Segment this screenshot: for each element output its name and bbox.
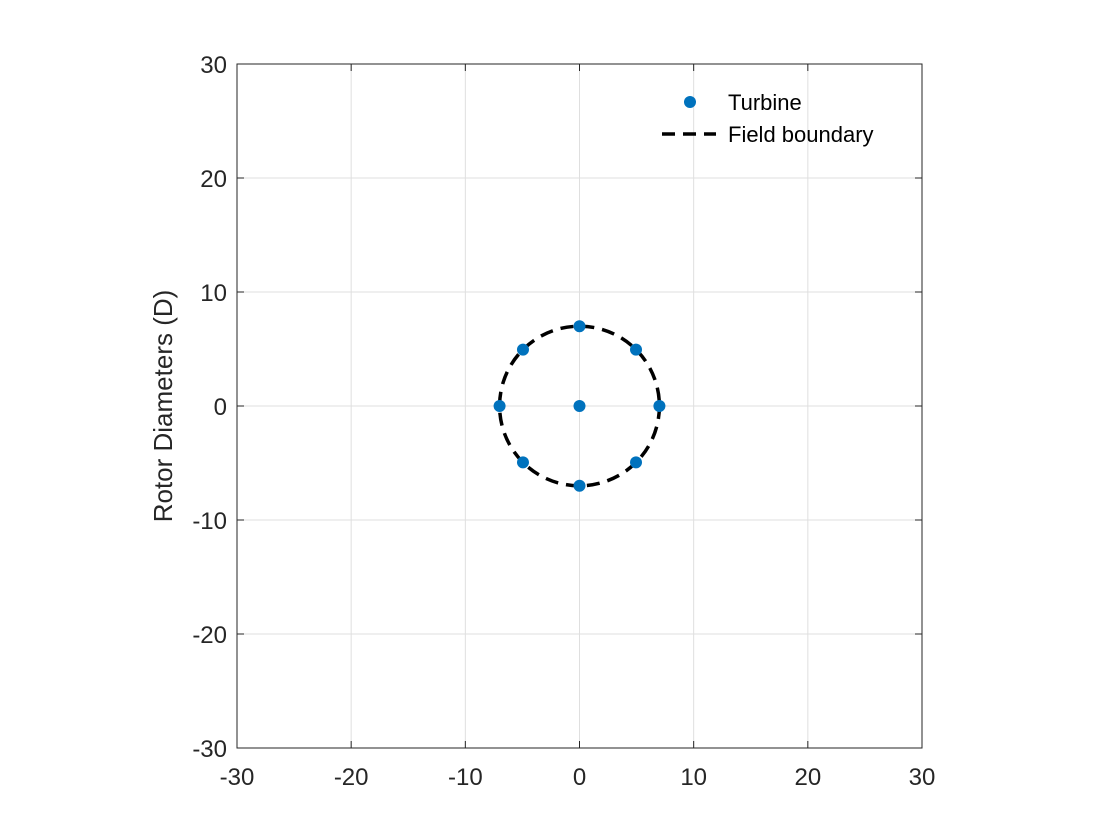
x-tick-label: 10 [680,764,707,791]
turbine-point [516,343,529,356]
x-tick-label: -30 [220,764,255,791]
plot-series [493,320,666,492]
x-tick-label: -10 [448,764,483,791]
turbine-point [630,343,643,356]
turbine-point [653,400,666,412]
y-tick-label: 20 [200,166,227,193]
axis-ticks: -30 -20 -10 0 10 20 30 -30 -20 -10 0 10 20 30 [192,52,935,791]
y-tick-label: 30 [200,52,227,79]
y-tick-label: 10 [200,280,227,307]
x-tick-label: -20 [334,764,369,791]
y-tick-label: -20 [192,622,227,649]
turbine-point [630,456,643,469]
turbine-point [516,456,529,469]
y-tick-label: -10 [192,508,227,535]
y-tick-label: 0 [214,394,227,421]
legend-field-boundary-label: Field boundary [728,122,874,147]
turbine-point [493,400,506,412]
x-tick-label: 20 [794,764,821,791]
legend-turbine-label: Turbine [728,90,802,115]
turbine-point [573,479,586,492]
x-tick-label: 0 [573,764,586,791]
legend-turbine-marker [684,96,696,108]
x-tick-label: 30 [909,764,936,791]
y-axis-label: Rotor Diameters (D) [148,290,178,523]
y-tick-label: -30 [192,736,227,763]
legend: Turbine Field boundary [662,90,874,147]
turbine-point [573,400,586,412]
turbine-point [573,320,586,333]
